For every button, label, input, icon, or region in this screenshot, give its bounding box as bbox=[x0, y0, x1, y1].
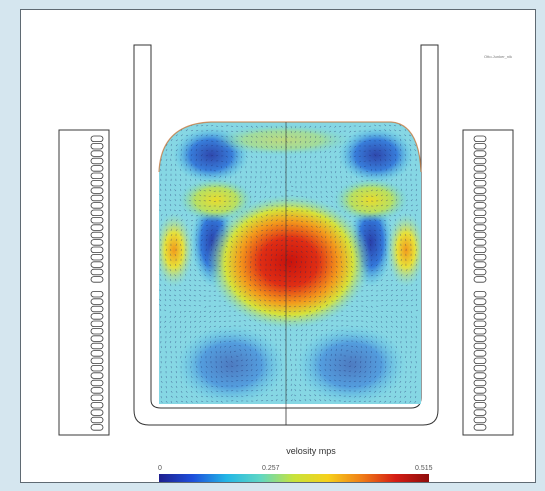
coil-turn bbox=[90, 172, 104, 179]
coil-turn bbox=[473, 313, 487, 320]
coil-turn bbox=[473, 379, 487, 387]
left-inductor-coil bbox=[58, 129, 110, 436]
coil-turn bbox=[90, 320, 104, 327]
coil-turn bbox=[90, 209, 104, 216]
coil-turn bbox=[90, 231, 104, 239]
coil-turn bbox=[473, 290, 487, 298]
coil-turn bbox=[473, 357, 487, 364]
colorbar-title: velosity mps bbox=[286, 446, 336, 456]
coil-turn bbox=[473, 216, 487, 224]
coil-turn bbox=[473, 327, 487, 335]
coil-turn bbox=[473, 194, 487, 202]
coil-turn bbox=[473, 253, 487, 261]
coil-turn bbox=[473, 276, 487, 283]
coil-turn bbox=[473, 135, 487, 142]
coil-turn bbox=[473, 157, 487, 165]
coil-turn bbox=[473, 387, 487, 394]
coil-turn bbox=[90, 350, 104, 357]
coil-turn bbox=[473, 202, 487, 209]
coil-turn bbox=[90, 305, 104, 313]
coil-turn bbox=[90, 224, 104, 231]
coil-turn bbox=[90, 150, 104, 157]
melt-velocity-field bbox=[159, 122, 421, 404]
coil-turn bbox=[90, 268, 104, 276]
coil-turn bbox=[90, 364, 104, 372]
coil-turn bbox=[90, 261, 104, 268]
coil-turn bbox=[473, 150, 487, 157]
coil-turn bbox=[90, 335, 104, 342]
coil-turn bbox=[90, 409, 104, 416]
coil-turn bbox=[473, 187, 487, 194]
coil-turn bbox=[473, 179, 487, 187]
coil-turn bbox=[473, 209, 487, 216]
coil-turn bbox=[473, 231, 487, 239]
coil-turn bbox=[473, 342, 487, 350]
coil-turn bbox=[473, 401, 487, 409]
coil-turn bbox=[90, 202, 104, 209]
colorbar-max-label: 0.515 bbox=[415, 465, 433, 472]
coil-turn bbox=[90, 357, 104, 364]
coil-turn bbox=[473, 394, 487, 401]
coil-turn bbox=[473, 364, 487, 372]
coil-turn bbox=[90, 216, 104, 224]
coil-turn bbox=[90, 416, 104, 424]
coil-turn bbox=[90, 372, 104, 379]
coil-turn bbox=[473, 416, 487, 424]
velocity-colorbar bbox=[159, 474, 429, 482]
coil-turn bbox=[90, 194, 104, 202]
coil-turn bbox=[473, 335, 487, 342]
coil-turn bbox=[90, 179, 104, 187]
coil-turn bbox=[473, 409, 487, 416]
coil-turn bbox=[473, 298, 487, 305]
coil-turn bbox=[90, 290, 104, 298]
coil-turn bbox=[473, 268, 487, 276]
coil-turn bbox=[473, 350, 487, 357]
coil-turn bbox=[473, 320, 487, 327]
colorbar-mid-label: 0.257 bbox=[262, 465, 280, 472]
coil-turn bbox=[90, 401, 104, 409]
coil-turn bbox=[473, 239, 487, 246]
coil-turn bbox=[90, 253, 104, 261]
coil-turn bbox=[473, 142, 487, 150]
coil-turn bbox=[473, 172, 487, 179]
coil-turn bbox=[90, 387, 104, 394]
coil-turn bbox=[90, 239, 104, 246]
coil-turn bbox=[473, 165, 487, 172]
velocity-field-diagram bbox=[58, 44, 514, 436]
crucible-outline bbox=[133, 44, 439, 426]
right-inductor-coil bbox=[462, 129, 514, 436]
coil-turn bbox=[90, 157, 104, 165]
coil-turn bbox=[473, 305, 487, 313]
coil-turn bbox=[90, 313, 104, 320]
coil-turn bbox=[90, 424, 104, 431]
coil-turn bbox=[90, 142, 104, 150]
coil-turn bbox=[90, 298, 104, 305]
coil-turn bbox=[90, 165, 104, 172]
coil-turn bbox=[90, 327, 104, 335]
author-credit: Otto.Junker_nik bbox=[484, 54, 513, 59]
coil-turn bbox=[473, 261, 487, 268]
coil-turn bbox=[473, 224, 487, 231]
coil-turn bbox=[90, 276, 104, 283]
coil-turn bbox=[90, 135, 104, 142]
coil-turn bbox=[90, 342, 104, 350]
coil-turn bbox=[473, 372, 487, 379]
coil-turn bbox=[473, 424, 487, 431]
coil-turn bbox=[90, 187, 104, 194]
coil-turn bbox=[90, 394, 104, 401]
coil-turn bbox=[90, 379, 104, 387]
figure-frame: Otto.Junker_nik velosity mps 0 0.257 0.5… bbox=[20, 9, 536, 483]
colorbar-min-label: 0 bbox=[158, 465, 162, 472]
coil-turn bbox=[473, 246, 487, 253]
coil-turn bbox=[90, 246, 104, 253]
